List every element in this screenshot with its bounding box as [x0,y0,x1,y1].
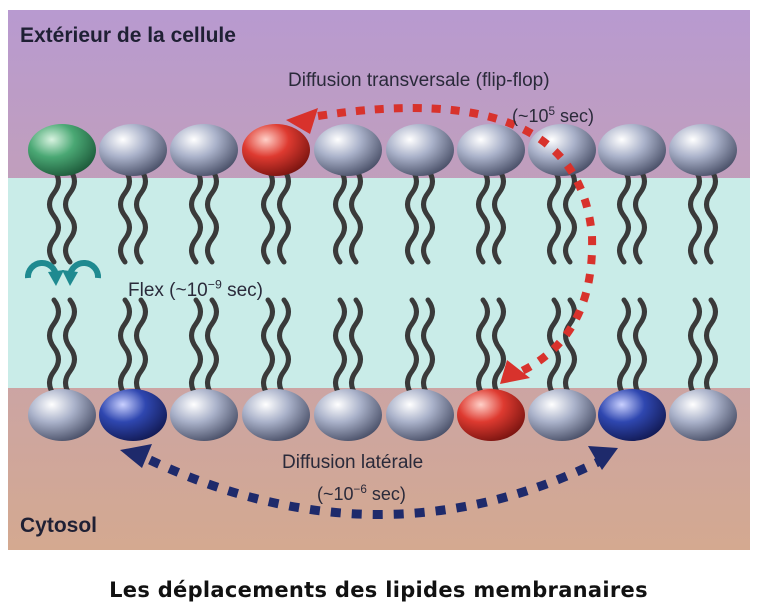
upper-lipid-tail [563,167,577,265]
lower-lipid-tail [688,297,702,398]
lateral-arrowhead-left [120,444,152,468]
flipflop-arrowhead-bottom [500,360,530,384]
upper-head-gray [314,124,382,176]
lateral-arrow-path [148,455,600,519]
lower-head-gray [669,389,737,441]
lower-lipid-tail [277,297,291,398]
upper-lipid-tail [688,167,702,265]
upper-head-green [28,124,96,176]
flex-rotation-arrow-left [24,259,59,279]
lower-head-gray [314,389,382,441]
upper-lipid-tail [333,167,347,265]
upper-head-gray [386,124,454,176]
lower-lipid-tail [704,297,718,398]
upper-lipid-tail [405,167,419,265]
upper-lipid-tail [277,167,291,265]
lower-lipid-tail [617,297,631,398]
upper-lipid-tail [633,167,647,265]
lower-lipid-tail [118,297,132,398]
flipflop-arrowhead-top [286,108,318,134]
upper-head-gray [528,124,596,176]
upper-lipid-tail [421,167,435,265]
lower-head-gray [386,389,454,441]
upper-lipid-tail [63,167,77,265]
upper-lipid-tail [547,167,561,265]
lower-head-blue [99,389,167,441]
lower-lipid-tail [476,297,490,398]
lower-lipid-tail [405,297,419,398]
flex-arrowhead-right [62,270,78,286]
upper-lipid-tail [476,167,490,265]
outside-cell-label: Extérieur de la cellule [20,24,236,47]
flipflop-time-label: (~105 sec) [512,105,595,126]
flex-label: Flex (~10−9 sec) [128,277,263,301]
lower-lipid-tail [349,297,363,398]
lateral-arrowhead-right [588,446,618,470]
lateral-time-label: (~10−6 sec) [317,483,406,504]
lower-lipid-tail [633,297,647,398]
upper-lipid-tail [118,167,132,265]
flipflop-arrow-path [317,104,597,376]
upper-head-gray [99,124,167,176]
lower-head-gray [170,389,238,441]
upper-lipid-tail [47,167,61,265]
upper-lipid-tail [617,167,631,265]
lower-lipid-tail [134,297,148,398]
lower-lipid-tail [261,297,275,398]
lower-lipid-tail [492,297,506,398]
upper-lipid-tail [205,167,219,265]
lower-lipid-tail [63,297,77,398]
lower-head-blue [598,389,666,441]
flipflop-label: Diffusion transversale (flip-flop) [288,70,550,91]
cytosol-label: Cytosol [20,514,98,537]
membrane-diagram: Extérieur de la cellule Cytosol Diffusio… [8,10,750,550]
upper-lipid-tail [704,167,718,265]
lower-lipid-tail [333,297,347,398]
upper-head-gray [598,124,666,176]
lower-lipid-tail [421,297,435,398]
upper-lipid-tail [134,167,148,265]
flex-rotation-arrow-right [67,259,102,279]
lower-head-gray [242,389,310,441]
lower-head-red [457,389,525,441]
figure-caption: Les déplacements des lipides membranaire… [109,578,648,602]
lateral-diffusion-label: Diffusion latérale [282,452,424,473]
upper-head-red [242,124,310,176]
lower-lipid-tail [47,297,61,398]
lower-lipid-tail [189,297,203,398]
upper-lipid-tail [261,167,275,265]
upper-head-gray [170,124,238,176]
membrane-svg [8,10,750,550]
lower-lipid-tail [205,297,219,398]
upper-lipid-tail [189,167,203,265]
upper-head-gray [669,124,737,176]
lower-head-gray [28,389,96,441]
upper-head-gray [457,124,525,176]
lower-head-gray [528,389,596,441]
upper-lipid-tail [492,167,506,265]
upper-lipid-tail [349,167,363,265]
flex-arrowhead-left [48,270,64,286]
